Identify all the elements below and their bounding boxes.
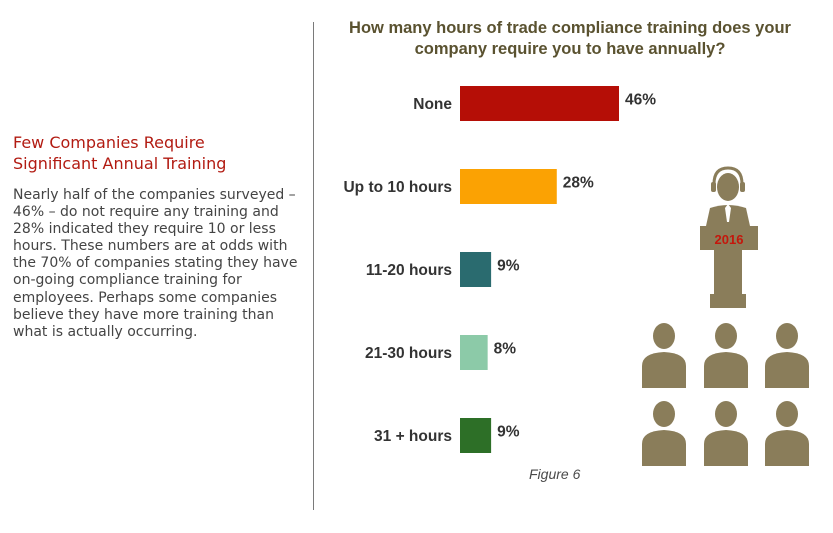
section-body: Nearly half of the companies surveyed – … bbox=[13, 187, 298, 340]
chart-title: How many hours of trade compliance train… bbox=[349, 19, 791, 58]
category-label-0: None bbox=[413, 96, 452, 113]
bar-1 bbox=[460, 169, 557, 204]
category-label-1: Up to 10 hours bbox=[343, 179, 452, 196]
left-panel: Few Companies Require Significant Annual… bbox=[13, 132, 303, 341]
category-label-2: 11-20 hours bbox=[366, 262, 452, 279]
bar-4 bbox=[460, 418, 492, 453]
category-label-4: 31 + hours bbox=[374, 428, 452, 445]
bar-2 bbox=[460, 252, 492, 287]
audience-row-1 bbox=[642, 323, 809, 388]
value-label-3: 8% bbox=[494, 341, 517, 358]
bar-0 bbox=[460, 86, 619, 121]
podium-year-label: 2016 bbox=[715, 232, 744, 247]
section-heading: Few Companies Require Significant Annual… bbox=[13, 133, 227, 173]
presenter-head bbox=[717, 173, 739, 201]
podium-top bbox=[700, 226, 758, 250]
vertical-divider bbox=[313, 22, 314, 510]
category-label-3: 21-30 hours bbox=[365, 345, 452, 362]
figure-caption: Figure 6 bbox=[529, 466, 581, 482]
value-label-1: 28% bbox=[563, 175, 594, 192]
podium-column bbox=[714, 250, 742, 294]
value-label-0: 46% bbox=[625, 92, 656, 109]
presenter-tie bbox=[725, 204, 731, 222]
audience-row-2 bbox=[642, 401, 809, 466]
value-label-2: 9% bbox=[497, 258, 520, 275]
presenter-audience-icon: 2016 bbox=[642, 166, 809, 466]
headset-icon bbox=[712, 166, 744, 185]
podium-base bbox=[710, 294, 746, 308]
value-label-4: 9% bbox=[497, 424, 520, 441]
bar-3 bbox=[460, 335, 488, 370]
